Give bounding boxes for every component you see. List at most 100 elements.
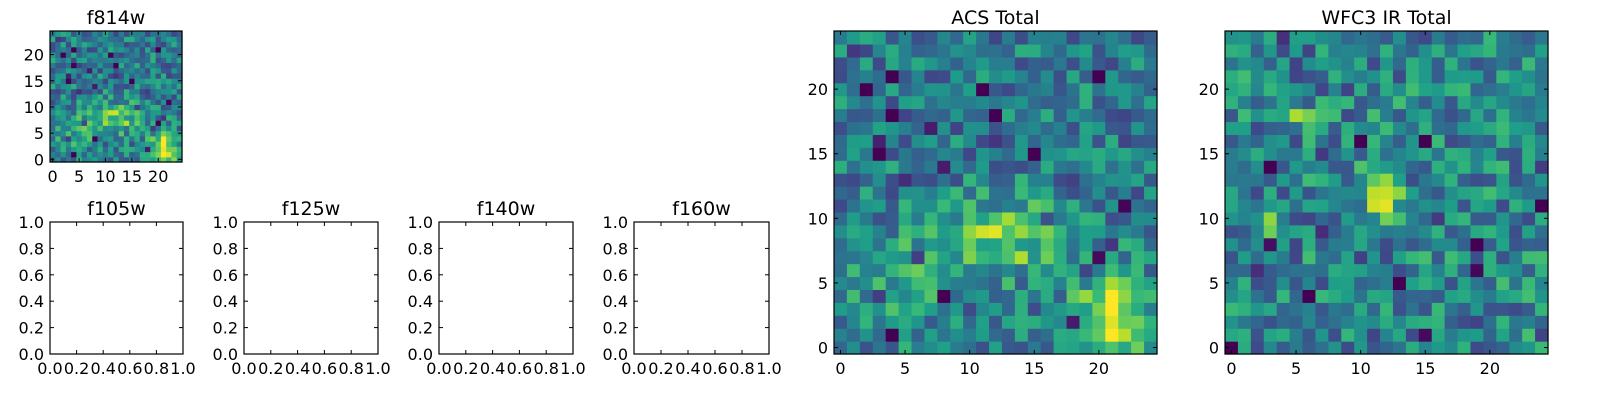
- heatmap-cell: [155, 109, 162, 116]
- heatmap-cell: [1457, 121, 1472, 135]
- heatmap-cell: [1418, 121, 1433, 135]
- heatmap-cell: [166, 36, 173, 43]
- heatmap-cell: [989, 43, 1003, 58]
- heatmap-cell: [1405, 173, 1420, 187]
- heatmap-cell: [859, 147, 874, 161]
- heatmap-cell: [1079, 43, 1093, 58]
- heatmap-cell: [1367, 224, 1381, 239]
- heatmap-cell: [1289, 328, 1304, 342]
- heatmap-cell: [1457, 289, 1472, 303]
- heatmap-cell: [1302, 263, 1317, 278]
- heatmap-cell: [81, 104, 88, 111]
- heatmap-cell: [1263, 160, 1278, 174]
- heatmap-cell: [1237, 289, 1252, 303]
- heatmap-cell: [171, 62, 178, 69]
- heatmap-cell: [1079, 198, 1093, 213]
- heatmap-cell: [937, 341, 951, 355]
- heatmap-cell: [71, 130, 77, 137]
- heatmap-cell: [1328, 263, 1342, 278]
- heatmap-cell: [1457, 198, 1472, 213]
- heatmap-cell: [1001, 173, 1016, 187]
- x-tick-label: 0.2: [64, 359, 89, 378]
- heatmap-cell: [166, 135, 173, 142]
- heatmap-cell: [97, 141, 104, 147]
- heatmap-cell: [1470, 263, 1484, 278]
- heatmap-cell: [1066, 211, 1081, 226]
- heatmap-cell: [81, 146, 88, 153]
- heatmap-cell: [1250, 69, 1265, 84]
- heatmap-cell: [834, 341, 848, 355]
- heatmap-cell: [1276, 160, 1291, 174]
- heatmap-cell: [1457, 237, 1472, 252]
- heatmap-cell: [1092, 289, 1106, 303]
- heatmap-cell: [1079, 263, 1093, 278]
- heatmap-cell: [60, 36, 67, 43]
- x-tick-label: 0.0: [37, 359, 62, 378]
- heatmap-cell: [155, 36, 162, 43]
- heatmap-cell: [171, 130, 178, 137]
- heatmap-cell: [1405, 43, 1420, 58]
- heatmap-cell: [1014, 134, 1029, 148]
- heatmap-cell: [885, 95, 900, 110]
- heatmap-cell: [1470, 186, 1484, 200]
- heatmap-cell: [1315, 237, 1329, 252]
- heatmap-cell: [1535, 95, 1549, 110]
- heatmap-cell: [81, 151, 88, 158]
- heatmap-cell: [989, 315, 1003, 329]
- heatmap-cell: [1225, 341, 1239, 355]
- x-tick-label: 10: [959, 359, 979, 378]
- heatmap-cell: [1118, 56, 1132, 71]
- heatmap-cell: [123, 120, 130, 126]
- heatmap-cell: [1040, 198, 1055, 213]
- heatmap-cell: [1522, 276, 1536, 290]
- heatmap-cell: [65, 125, 72, 132]
- heatmap-cell: [859, 95, 874, 110]
- heatmap-cell: [885, 147, 900, 161]
- heatmap-cell: [155, 72, 162, 79]
- heatmap-cell: [129, 57, 136, 64]
- heatmap-cell: [924, 276, 938, 290]
- heatmap-cell: [160, 109, 167, 116]
- heatmap-cell: [76, 135, 83, 142]
- y-tick-label: 0.6: [19, 266, 44, 285]
- heatmap-cell: [150, 114, 157, 121]
- heatmap-cell: [1535, 56, 1549, 71]
- heatmap-cell: [50, 141, 56, 147]
- heatmap-cell: [976, 276, 990, 290]
- heatmap-cell: [176, 36, 183, 43]
- y-tick-label: 0.6: [408, 266, 433, 285]
- heatmap-cell: [1237, 237, 1252, 252]
- heatmap-cell: [134, 57, 141, 64]
- heatmap-cell: [166, 78, 173, 84]
- heatmap-cell: [1092, 43, 1106, 58]
- heatmap-cell: [86, 130, 93, 137]
- heatmap-cell: [1118, 173, 1132, 187]
- heatmap-cell: [1040, 69, 1055, 84]
- heatmap-cell: [1040, 95, 1055, 110]
- heatmap-cell: [176, 120, 183, 126]
- x-tick-label: 0.6: [117, 359, 142, 378]
- heatmap-cell: [1470, 250, 1484, 265]
- heatmap-cell: [1263, 95, 1278, 110]
- heatmap-cell: [166, 67, 173, 74]
- heatmap-cell: [1237, 121, 1252, 135]
- heatmap-cell: [1431, 302, 1446, 316]
- heatmap-cell: [1237, 224, 1252, 239]
- y-tick-label: 0: [34, 150, 44, 169]
- heatmap-cell: [50, 114, 56, 121]
- heatmap-cell: [1341, 276, 1355, 290]
- heatmap-cell: [108, 62, 114, 69]
- heatmap-cell: [1066, 69, 1081, 84]
- x-tick-label: 0.0: [231, 359, 256, 378]
- heatmap-cell: [1237, 95, 1252, 110]
- heatmap-cell: [898, 56, 913, 71]
- heatmap-cell: [1289, 237, 1304, 252]
- heatmap-cell: [1405, 276, 1420, 290]
- heatmap-cell: [102, 104, 109, 111]
- heatmap-cell: [108, 46, 114, 53]
- heatmap-cell: [176, 125, 183, 132]
- heatmap-cell: [1237, 328, 1252, 342]
- heatmap-cell: [1483, 134, 1497, 148]
- heatmap-cell: [1341, 224, 1355, 239]
